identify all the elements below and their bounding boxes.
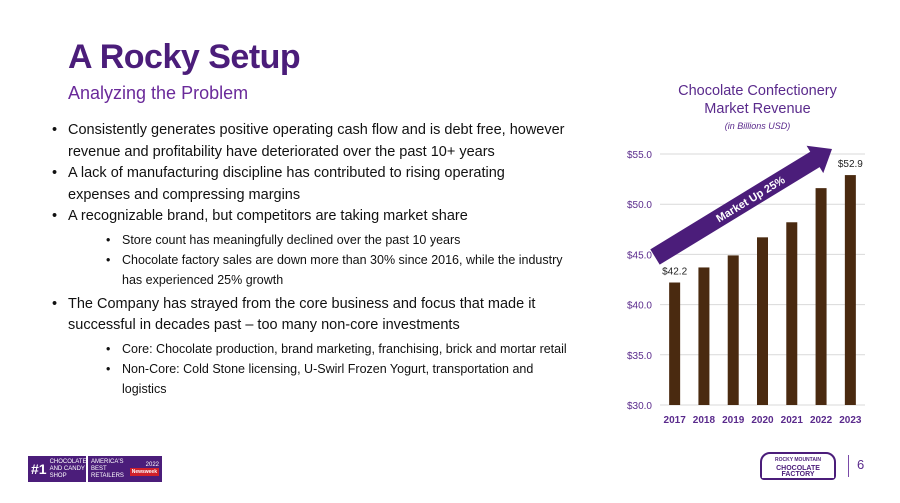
award-badge-newsweek: AMERICA'S BEST RETAILERS 2022 Newsweek [88, 456, 162, 482]
badge-rank: #1 [31, 460, 47, 477]
market-up-arrow: Market Up 25% [650, 145, 832, 265]
chart-title: Chocolate Confectionery Market Revenue [640, 82, 875, 118]
bullet-item: A recognizable brand, but competitors ar… [52, 206, 570, 290]
bar [757, 237, 768, 405]
y-tick-label: $50.0 [627, 200, 652, 211]
bar [786, 222, 798, 405]
x-tick-label: 2022 [810, 415, 833, 426]
y-tick-label: $55.0 [627, 150, 652, 161]
x-tick-label: 2021 [781, 415, 804, 426]
y-tick-label: $35.0 [627, 351, 652, 362]
data-label: $52.9 [838, 159, 863, 170]
sub-bullet-item: Core: Chocolate production, brand market… [106, 339, 570, 359]
arrow-shape [650, 145, 832, 265]
badge-text: AMERICA'S BEST RETAILERS [91, 458, 124, 479]
badge-text: CHOCOLATE AND CANDY SHOP [49, 458, 87, 479]
x-tick-label: 2023 [839, 415, 862, 426]
data-label: $42.2 [662, 267, 687, 278]
bar [815, 188, 827, 405]
newsweek-logo: Newsweek [129, 468, 159, 476]
x-tick-label: 2018 [693, 415, 716, 426]
sub-bullet-item: Non-Core: Cold Stone licensing, U-Swirl … [106, 359, 570, 399]
badge-year: 2022 [145, 462, 159, 468]
footer-divider [848, 455, 849, 477]
bullet-item: A lack of manufacturing discipline has c… [52, 163, 570, 206]
x-tick-label: 2019 [722, 415, 745, 426]
chart-title-line1: Chocolate Confectionery [678, 83, 837, 99]
bullet-text: A recognizable brand, but competitors ar… [68, 208, 468, 224]
x-tick-label: 2020 [751, 415, 774, 426]
chart-unit-note: (in Billions USD) [724, 121, 791, 131]
award-badge-candy-shop: #1 CHOCOLATE AND CANDY SHOP [28, 456, 86, 482]
bullet-text: The Company has strayed from the core bu… [68, 295, 536, 334]
page-title: A Rocky Setup [68, 38, 301, 76]
page-subtitle: Analyzing the Problem [68, 83, 249, 103]
revenue-bar-chart: $30.0 $35.0 $40.0 $45.0 $50.0 $55.0 2017 $42.2 2… [627, 145, 865, 426]
award-badges: #1 CHOCOLATE AND CANDY SHOP AMERICA'S BE… [28, 456, 162, 482]
bullet-list: Consistently generates positive operatin… [50, 120, 570, 403]
page-number: 6 [857, 457, 865, 472]
logo-main-text: CHOCOLATE FACTORY [762, 465, 834, 478]
y-tick-label: $30.0 [627, 401, 652, 412]
logo-top-text: ROCKY MOUNTAIN [775, 457, 821, 463]
bullet-item: Consistently generates positive operatin… [52, 120, 570, 163]
y-tick-label: $45.0 [627, 250, 652, 261]
arrow-annotation-label: Market Up 25% [714, 174, 787, 225]
sub-bullet-item: Chocolate factory sales are down more th… [106, 250, 570, 290]
chart-title-line2: Market Revenue [704, 101, 811, 117]
bar [844, 175, 856, 405]
y-tick-label: $40.0 [627, 301, 652, 312]
company-logo: ROCKY MOUNTAIN CHOCOLATE FACTORY [760, 452, 836, 480]
bar [698, 267, 710, 405]
x-tick-label: 2017 [664, 415, 687, 426]
bar [727, 255, 739, 405]
bullet-item: The Company has strayed from the core bu… [52, 294, 570, 399]
sub-bullet-item: Store count has meaningfully declined ov… [106, 230, 570, 250]
bar [669, 282, 681, 405]
